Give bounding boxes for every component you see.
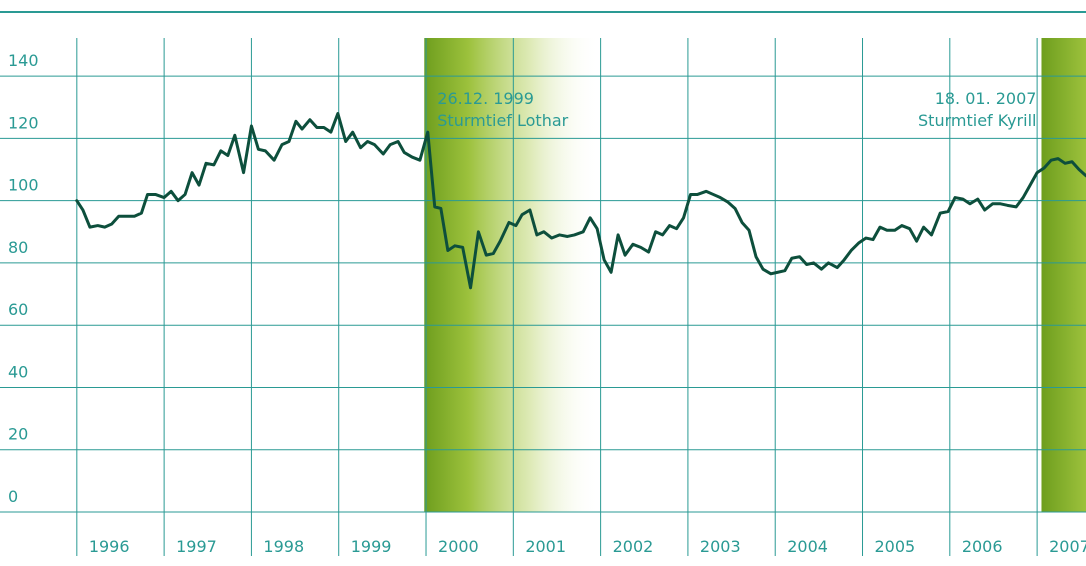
x-tick-label: 2006 [962, 537, 1003, 556]
y-tick-label: 100 [8, 176, 39, 195]
annotation-text: Sturmtief Kyrill [918, 111, 1036, 130]
annotation-text: 26.12. 1999 [437, 89, 534, 108]
y-tick-label: 80 [8, 238, 28, 257]
x-tick-label: 2000 [438, 537, 479, 556]
event-band [424, 38, 600, 512]
x-tick-label: 1998 [263, 537, 304, 556]
event-band [1041, 38, 1086, 512]
x-tick-label: 1997 [176, 537, 217, 556]
y-tick-label: 20 [8, 425, 28, 444]
annotation-text: Sturmtief Lothar [437, 111, 568, 130]
x-tick-label: 1999 [351, 537, 392, 556]
y-tick-label: 60 [8, 300, 28, 319]
x-tick-label: 2001 [525, 537, 566, 556]
x-tick-label: 2005 [875, 537, 916, 556]
y-tick-label: 0 [8, 487, 18, 506]
y-tick-label: 140 [8, 51, 39, 70]
y-tick-label: 40 [8, 362, 28, 381]
annotation-text: 18. 01. 2007 [935, 89, 1037, 108]
data-line [75, 111, 1086, 290]
x-tick-label: 2002 [613, 537, 654, 556]
x-tick-label: 2007 [1049, 537, 1086, 556]
x-tick-label: 2003 [700, 537, 741, 556]
x-tick-label: 1996 [89, 537, 130, 556]
x-tick-label: 2004 [787, 537, 828, 556]
y-tick-label: 120 [8, 113, 39, 132]
